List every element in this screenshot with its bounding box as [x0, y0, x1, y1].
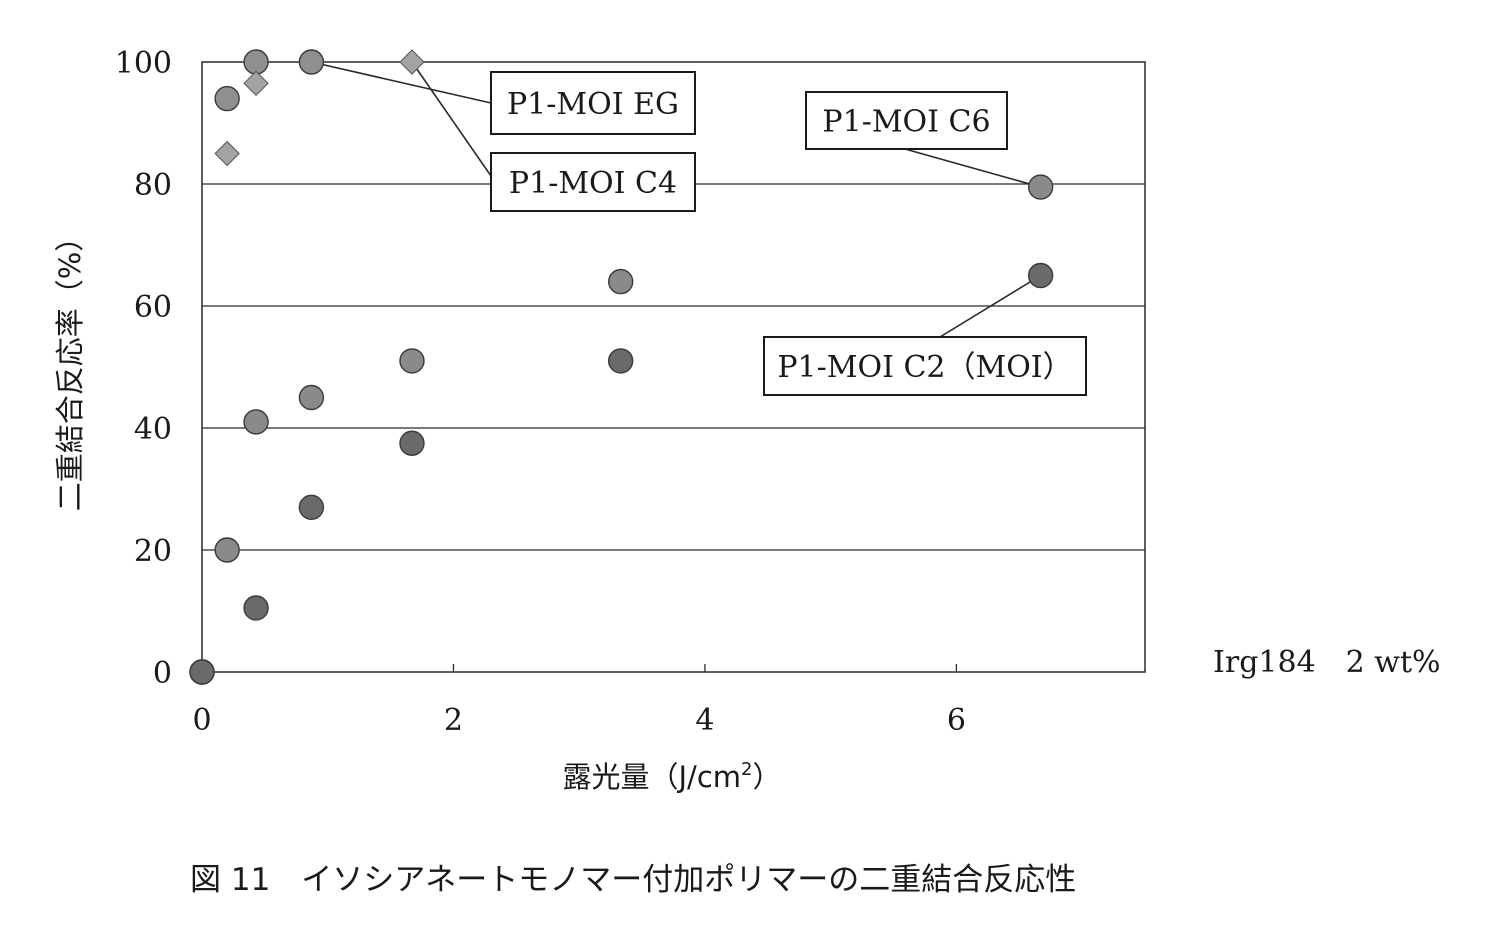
x-tick-label: 2 [444, 703, 463, 738]
x-tick-label: 6 [947, 703, 966, 738]
y-tick-label: 20 [134, 534, 172, 569]
data-point-series-2 [298, 384, 325, 411]
callout-box [490, 71, 696, 135]
callout-box [763, 336, 1087, 396]
figure-caption: 図 11 イソシアネートモノマー付加ポリマーの二重結合反応性 [190, 862, 1076, 898]
callout-label: P1-MOI C6 [822, 105, 990, 140]
y-tick-label: 100 [115, 46, 172, 81]
callout-leader-line [939, 274, 1042, 338]
callout-box [805, 91, 1008, 150]
y-tick-label: 0 [153, 656, 172, 691]
data-point-series-3 [298, 494, 325, 520]
x-axis-ticks: 0 2 4 6 [192, 664, 966, 738]
data-points [189, 49, 1054, 685]
callout-label: P1-MOI C2（MOI） [777, 350, 1072, 385]
note-initiator: Irg184 2 wt% [1213, 645, 1441, 680]
callout-box [490, 152, 696, 212]
callout-leader-line [904, 148, 1041, 188]
data-point-series-1 [399, 49, 425, 75]
y-tick-label: 80 [134, 168, 172, 203]
data-point-series-3 [607, 348, 634, 374]
data-point-series-0 [298, 49, 325, 75]
data-point-series-3 [243, 595, 269, 621]
data-point-series-2 [243, 409, 269, 435]
callout-label: P1-MOI EG [507, 87, 679, 122]
data-point-series-0 [214, 85, 240, 112]
data-point-series-2 [607, 268, 634, 295]
y-axis-title: 二重結合反応率（%） [53, 223, 87, 512]
y-tick-label: 40 [134, 412, 172, 447]
data-point-series-1 [243, 70, 269, 97]
data-point-series-3 [399, 430, 425, 456]
data-point-series-2 [214, 537, 240, 563]
y-tick-label: 60 [134, 290, 172, 325]
x-tick-label: 0 [192, 703, 211, 738]
callout-leader-line [411, 61, 492, 177]
data-point-series-3 [189, 659, 215, 685]
callout-leaders [311, 61, 1042, 338]
callout-labels: P1-MOI EG P1-MOI C4 P1-MOI C6 P1-MOI C2（MOI… [490, 71, 1087, 396]
data-point-series-1 [214, 140, 240, 167]
x-axis-title: 露光量（J/cm2） [563, 759, 782, 794]
callout-leader-line [311, 61, 492, 104]
data-point-series-3 [1027, 262, 1054, 289]
x-tick-label: 4 [695, 703, 714, 738]
data-point-series-2 [399, 348, 425, 374]
plot-frame [201, 61, 1146, 673]
data-point-series-0 [243, 49, 269, 75]
callout-label: P1-MOI C4 [509, 166, 677, 201]
data-point-series-2 [1027, 174, 1054, 200]
y-axis-ticks: 0 20 40 60 80 100 [115, 46, 172, 691]
